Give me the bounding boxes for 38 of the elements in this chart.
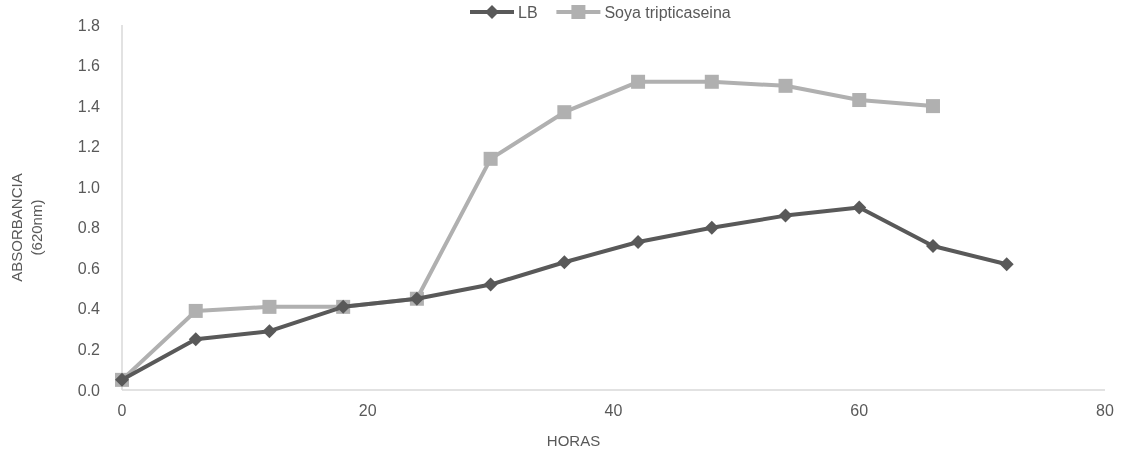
y-tick-label: 0.6 [77,259,101,277]
y-tick-label: 1.8 [77,16,101,34]
point [557,255,572,270]
point [852,200,867,215]
point [778,208,793,223]
y-tick-label: 1.2 [77,138,101,156]
x-tick-label: 0 [117,402,127,419]
point [262,324,277,339]
y-tick-label: 0.0 [77,381,101,399]
y-axis-title: ABSORBANCIA (620nm) [8,173,45,282]
point [704,74,719,89]
point [778,78,793,93]
point [262,299,277,314]
point [188,332,203,347]
y-tick-label: 1.6 [77,57,101,75]
point [925,239,940,254]
x-tick-label: 40 [604,402,623,419]
y-tick-label: 0.4 [77,300,101,318]
y-tick-label: 0.8 [77,219,101,237]
legend-label: Soya tripticaseina [604,4,731,21]
y-tick-label: 1.0 [77,178,101,196]
point [999,257,1014,272]
point [925,99,940,114]
point [483,277,498,292]
y-tick-label: 0.2 [77,340,101,358]
point [852,93,867,108]
legend-label: LB [518,4,538,21]
point [483,151,498,166]
point [631,74,646,89]
point [557,105,572,120]
point [631,234,646,249]
point [188,303,203,318]
x-tick-label: 80 [1096,402,1114,419]
point [704,220,719,235]
x-tick-label: 60 [850,402,869,419]
y-tick-label: 1.4 [77,97,101,115]
x-tick-label: 20 [358,402,377,419]
x-axis-title: HORAS [546,432,601,449]
